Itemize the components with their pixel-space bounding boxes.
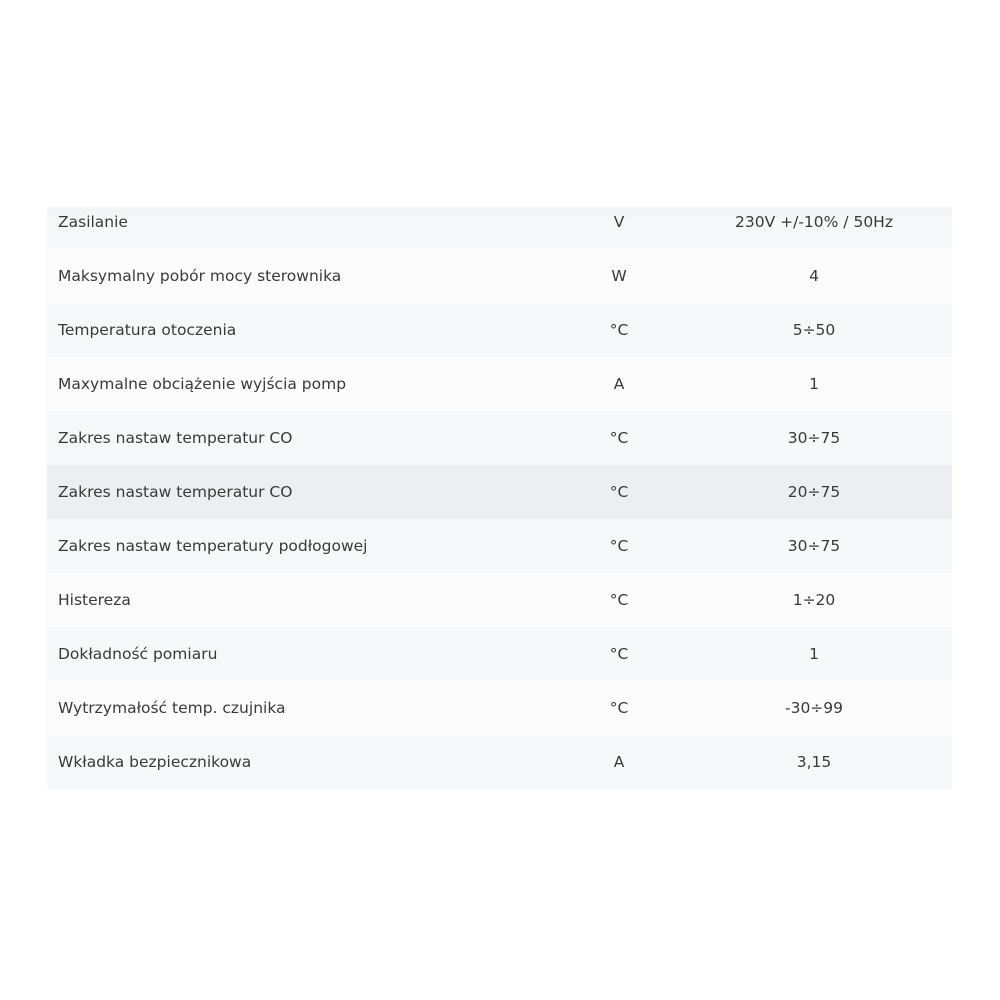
spec-unit: °C — [609, 537, 629, 555]
spec-unit: °C — [609, 483, 629, 501]
table-row: Histereza °C 1÷20 — [47, 573, 952, 627]
spec-name: Dokładność pomiaru — [58, 645, 218, 663]
specs-table: Zasilanie V 230V +/-10% / 50Hz Maksymalny p… — [47, 195, 952, 789]
spec-name: Histereza — [58, 591, 131, 609]
spec-value: 3,15 — [796, 753, 832, 771]
spec-value: 30÷75 — [787, 537, 841, 555]
spec-name: Zakres nastaw temperatur CO — [58, 429, 293, 447]
spec-value: 1 — [809, 645, 819, 663]
table-row: Maksymalny pobór mocy sterownika W 4 — [47, 249, 952, 303]
spec-value: 4 — [809, 267, 819, 285]
table-row: Maxymalne obciążenie wyjścia pomp A 1 — [47, 357, 952, 411]
spec-unit: V — [613, 213, 625, 231]
spec-value: 5÷50 — [792, 321, 836, 339]
spec-unit: °C — [609, 591, 629, 609]
spec-value: 230V +/-10% / 50Hz — [735, 213, 893, 231]
spec-name: Zasilanie — [58, 213, 128, 231]
spec-unit: °C — [609, 645, 629, 663]
spec-unit: A — [613, 375, 625, 393]
spec-name: Wytrzymałość temp. czujnika — [58, 699, 286, 717]
table-row: Wkładka bezpiecznikowa A 3,15 — [47, 735, 952, 789]
spec-name: Maxymalne obciążenie wyjścia pomp — [58, 375, 347, 393]
spec-value: -30÷99 — [784, 699, 844, 717]
spec-unit: °C — [609, 321, 629, 339]
spec-value: 30÷75 — [787, 429, 841, 447]
spec-name: Zakres nastaw temperatury podłogowej — [58, 537, 368, 555]
spec-name: Temperatura otoczenia — [58, 321, 237, 339]
table-row: Zakres nastaw temperatury podłogowej °C 30… — [47, 519, 952, 573]
spec-unit: A — [613, 753, 625, 771]
spec-name: Maksymalny pobór mocy sterownika — [58, 267, 342, 285]
table-row: Temperatura otoczenia °C 5÷50 — [47, 303, 952, 357]
spec-unit: W — [611, 267, 627, 285]
table-row: Zakres nastaw temperatur CO °C 20÷75 — [47, 465, 952, 519]
spec-name: Zakres nastaw temperatur CO — [58, 483, 293, 501]
table-row: Zasilanie V 230V +/-10% / 50Hz — [47, 195, 952, 249]
spec-unit: °C — [609, 429, 629, 447]
table-row: Dokładność pomiaru °C 1 — [47, 627, 952, 681]
table-row: Wytrzymałość temp. czujnika °C -30÷99 — [47, 681, 952, 735]
spec-value: 20÷75 — [787, 483, 841, 501]
spec-value: 1 — [809, 375, 819, 393]
table-row: Zakres nastaw temperatur CO °C 30÷75 — [47, 411, 952, 465]
spec-name: Wkładka bezpiecznikowa — [58, 753, 252, 771]
spec-unit: °C — [609, 699, 629, 717]
spec-value: 1÷20 — [792, 591, 836, 609]
